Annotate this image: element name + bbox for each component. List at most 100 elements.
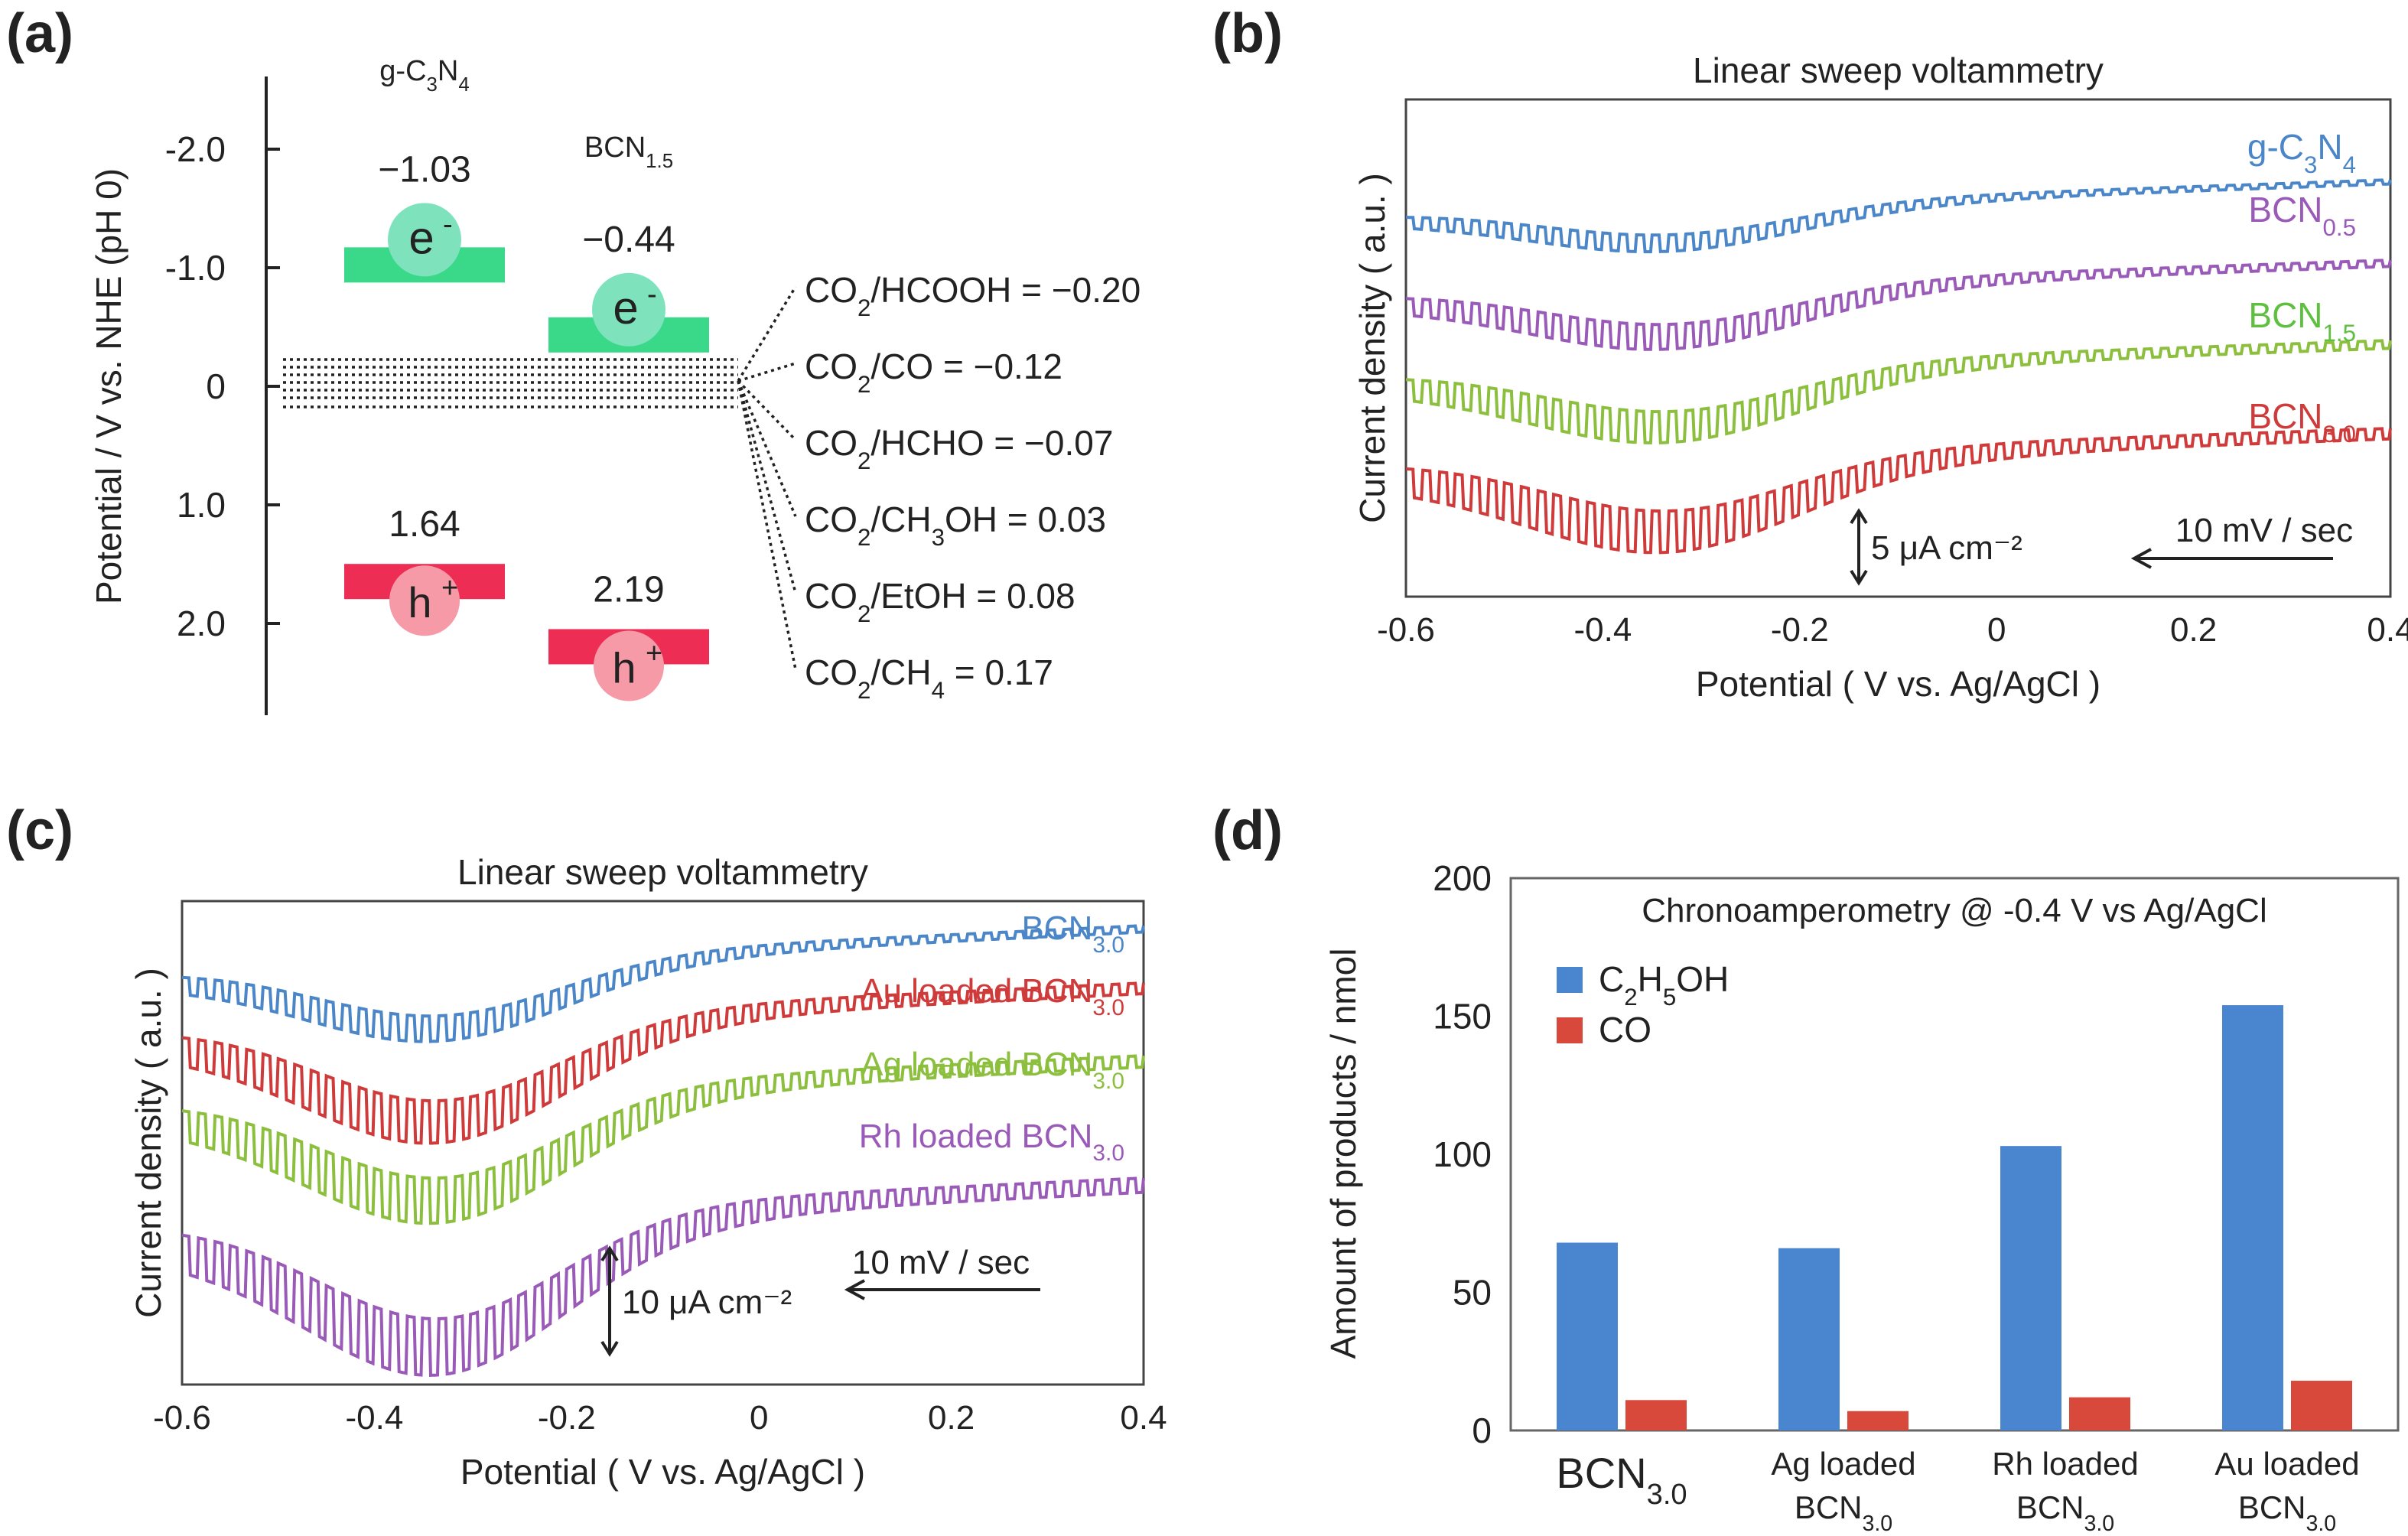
electron-symbol: e — [613, 282, 638, 334]
hole-circle — [594, 630, 664, 701]
x-tick-label: 0.4 — [1120, 1399, 1167, 1437]
lsv-curve — [1406, 178, 2392, 254]
y-tick-label-d: 0 — [1472, 1411, 1492, 1450]
scale-bar-label: 5 μA cm⁻² — [1871, 529, 2022, 567]
electron-sign: - — [443, 208, 453, 240]
x-category-label: Rh loaded — [1992, 1446, 2138, 1482]
chart-title: Linear sweep voltammetry — [1693, 50, 2104, 90]
lsv-curve — [181, 1176, 1145, 1378]
panel-c: (c) -0.6 -0.4 -0.2 0 0.2 0.4 Potential ( V vs. … — [6, 800, 1167, 1492]
x-tick-label: -0.6 — [1377, 611, 1435, 649]
y-tick-label-a: 1.0 — [177, 485, 226, 525]
y-tick-label-a: 0 — [206, 366, 226, 406]
cb-value-label: −1.03 — [378, 149, 470, 190]
y-tick-label-d: 200 — [1433, 858, 1492, 898]
x-category-label: Ag loaded — [1771, 1446, 1915, 1482]
y-tick-label-a: 2.0 — [177, 604, 226, 643]
x-category-label: BCN3.0 — [1556, 1449, 1687, 1511]
y-tick-label-d: 50 — [1453, 1273, 1492, 1313]
x-tick-label: 0.4 — [2367, 611, 2408, 649]
x-tick-label: -0.2 — [538, 1399, 596, 1437]
scale-bar-arrow-bottom — [1850, 569, 1868, 586]
y-axis-label: Current density ( a.u. ) — [1352, 173, 1392, 523]
y-tick-label-d: 100 — [1433, 1134, 1492, 1174]
panel-b: (b) -0.6 -0.4 -0.2 0 0.2 0.4 Potential ( V vs. … — [1212, 3, 2408, 704]
legend-swatch — [1557, 967, 1583, 993]
bar-co — [1625, 1400, 1687, 1430]
scale-bar-arrow-bottom — [600, 1340, 619, 1357]
vb-value-label: 1.64 — [389, 504, 460, 545]
bar-c2h5oh — [1778, 1248, 1840, 1430]
material-name: BCN1.5 — [584, 132, 673, 172]
hole-circle — [389, 565, 460, 636]
redox-guide-lines — [283, 286, 797, 670]
scale-bar-arrow-top — [600, 1245, 619, 1262]
redox-label: CO2/HCOOH = −0.20 — [805, 270, 1141, 321]
x-tick-label: -0.4 — [345, 1399, 403, 1437]
x-tick-label: 0 — [1987, 611, 2006, 649]
lsv-curve — [181, 981, 1145, 1145]
lsv-curve — [1405, 339, 2392, 444]
bar-c2h5oh — [2000, 1146, 2061, 1430]
x-tick-label: 0 — [750, 1399, 768, 1437]
panel-label-a: (a) — [6, 3, 73, 64]
scan-rate-label: 10 mV / sec — [2175, 512, 2353, 549]
y-axis-label-a: Potential / V vs. NHE (pH 0) — [89, 168, 129, 604]
bar-c2h5oh — [2222, 1005, 2283, 1430]
x-category-label: Au loaded — [2214, 1446, 2359, 1482]
series-label: BCN3.0 — [1022, 910, 1124, 958]
series-label: Au loaded BCN3.0 — [861, 972, 1124, 1020]
redox-label: CO2/HCHO = −0.07 — [805, 423, 1113, 474]
y-tick-label-a: -1.0 — [165, 248, 226, 288]
panel-label-c: (c) — [6, 800, 73, 861]
bar-co — [1847, 1411, 1909, 1430]
x-category-label: BCN3.0 — [2016, 1489, 2114, 1536]
redox-label: CO2/CO = −0.12 — [805, 347, 1062, 398]
scan-rate-arrow-head — [844, 1279, 865, 1300]
x-axis-label: Potential ( V vs. Ag/AgCl ) — [460, 1452, 865, 1492]
redox-label: CO2/CH3OH = 0.03 — [805, 500, 1106, 551]
panel-label-d: (d) — [1212, 800, 1283, 861]
scan-rate-label: 10 mV / sec — [852, 1244, 1030, 1281]
redox-label: CO2/EtOH = 0.08 — [805, 576, 1075, 627]
hole-sign: + — [441, 572, 458, 604]
material-name: g-C3N4 — [379, 55, 469, 96]
chart-title: Linear sweep voltammetry — [457, 852, 868, 892]
material-0: g-C3N4 −1.03 e - 1.64 h + — [344, 55, 505, 636]
legend-label: C2H5OH — [1599, 959, 1729, 1010]
dotted-connector — [737, 380, 797, 517]
electron-sign: - — [647, 278, 657, 311]
redox-label: CO2/CH4 = 0.17 — [805, 652, 1053, 704]
scale-bar-label: 10 μA cm⁻² — [622, 1284, 792, 1321]
dotted-connector — [737, 380, 797, 594]
x-tick-label: -0.2 — [1771, 611, 1829, 649]
electron-symbol: e — [408, 212, 434, 263]
series-label: BCN1.5 — [2248, 295, 2356, 347]
hole-symbol: h — [612, 643, 636, 692]
lsv-curve — [181, 1054, 1145, 1225]
x-tick-label: 0.2 — [2170, 611, 2217, 649]
material-1: BCN1.5 −0.44 e - 2.19 h + — [548, 132, 709, 701]
series-label: BCN0.5 — [2248, 190, 2356, 241]
dotted-connector — [737, 286, 797, 382]
electron-circle — [592, 272, 665, 347]
x-category-label: BCN3.0 — [2238, 1489, 2336, 1536]
bar-co — [2291, 1381, 2352, 1430]
x-tick-label: -0.4 — [1573, 611, 1632, 649]
dotted-connector — [737, 362, 796, 382]
vb-value-label: 2.19 — [593, 569, 664, 610]
hole-symbol: h — [408, 578, 431, 626]
panel-a: (a) -2.0 -1.0 0 1.0 2.0 Potential / V vs. NHE … — [6, 3, 1141, 715]
chart-title-d: Chronoamperometry @ -0.4 V vs Ag/AgCl — [1642, 892, 2266, 929]
y-tick-label-a: -2.0 — [165, 129, 226, 169]
lsv-curve — [181, 924, 1145, 1043]
panel-d: (d) 0 50 100 150 200 Amount of products / nmol… — [1212, 800, 2400, 1536]
y-tick-label-d: 150 — [1433, 997, 1492, 1036]
panel-label-b: (b) — [1212, 3, 1283, 64]
legend-swatch — [1557, 1017, 1583, 1043]
x-tick-label: -0.6 — [153, 1399, 211, 1437]
dotted-connector — [737, 380, 797, 670]
y-axis-label: Current density ( a.u. ) — [129, 968, 168, 1318]
y-axis-label-d: Amount of products / nmol — [1323, 949, 1363, 1359]
